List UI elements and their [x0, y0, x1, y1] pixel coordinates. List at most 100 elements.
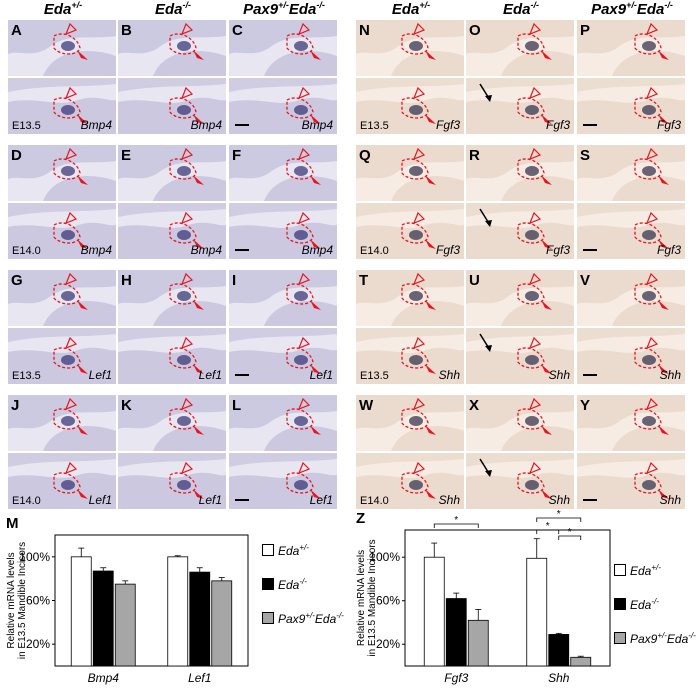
tissue-section-image: [8, 270, 116, 326]
scale-bar: [583, 124, 597, 126]
tissue-section-image: [466, 145, 574, 201]
tissue-section-image: [466, 270, 574, 326]
category-label: Fgf3: [444, 671, 468, 685]
significance-label: *: [557, 510, 561, 520]
gene-label: Shh: [659, 368, 681, 382]
panel-letter: L: [232, 397, 242, 414]
gene-label: Shh: [548, 368, 570, 382]
panel-letter: T: [359, 272, 369, 289]
category-label: Shh: [548, 671, 570, 685]
gene-label: Shh: [438, 493, 460, 507]
category-label: Lef1: [188, 671, 211, 685]
bar: [467, 619, 489, 667]
micrograph-panel: Shh: [577, 453, 685, 509]
gene-label: Shh: [438, 368, 460, 382]
micrograph-panel: V: [577, 270, 685, 326]
legend-item: Eda-/-: [262, 574, 344, 594]
gene-label: Lef1: [309, 493, 333, 507]
panel-letter: N: [359, 22, 370, 39]
legend-label: Pax9+/-Eda-/-: [278, 610, 344, 626]
tissue-section-image: [8, 328, 116, 384]
tissue-section-image: [356, 145, 464, 201]
micrograph-panel: Lef1: [229, 328, 337, 384]
tissue-section-image: [356, 453, 464, 509]
micrograph-panel: X: [466, 395, 574, 451]
micrograph-panel: H: [118, 270, 226, 326]
scale-bar: [235, 374, 249, 376]
stage-label: E14.0: [360, 245, 389, 257]
micrograph-panel: L: [229, 395, 337, 451]
tissue-section-image: [118, 328, 226, 384]
tissue-section-image: [229, 395, 337, 451]
bar: [189, 571, 211, 667]
gene-label: Bmp4: [80, 243, 112, 257]
tissue-section-image: [356, 270, 464, 326]
tissue-section-image: [466, 20, 574, 76]
micrograph-panel: Shh: [466, 453, 574, 509]
category-label: Bmp4: [88, 671, 120, 685]
legend-label: Eda-/-: [630, 596, 659, 612]
micrograph-panel: C: [229, 20, 337, 76]
y-tick-label: 100%: [19, 550, 50, 564]
panel-letter: B: [121, 22, 132, 39]
tissue-section-image: [466, 328, 574, 384]
bar-chart: Relative mRNA levelsin E13.5 Mandible In…: [0, 515, 258, 691]
micrograph-panel: B: [118, 20, 226, 76]
column-header: Eda+/-: [391, 0, 431, 18]
legend-swatch: [262, 578, 274, 590]
legend-swatch: [614, 564, 626, 576]
tissue-section-image: [118, 453, 226, 509]
panel-letter: X: [469, 397, 480, 414]
tissue-section-image: [8, 395, 116, 451]
scale-bar: [235, 249, 249, 251]
significance-bracket: [558, 535, 582, 540]
micrograph-panel: K: [118, 395, 226, 451]
gene-label: Fgf3: [656, 243, 681, 257]
micrograph-panel: Lef1: [118, 453, 226, 509]
panel-letter: D: [11, 147, 22, 164]
y-tick-label: 60%: [26, 594, 50, 608]
stage-label: E14.0: [360, 495, 389, 507]
micrograph-panel: N: [356, 20, 464, 76]
column-header: Eda-/-: [502, 0, 539, 18]
gene-label: Bmp4: [301, 243, 333, 257]
stage-label: E14.0: [12, 245, 41, 257]
micrograph-panel: Bmp4: [229, 78, 337, 134]
bar: [526, 557, 548, 667]
panel-letter: K: [121, 397, 132, 414]
y-tick-label: 100%: [369, 550, 400, 564]
panel-letter: W: [359, 397, 374, 414]
micrograph-panel: Shh: [466, 328, 574, 384]
micrograph-panel: Bmp4: [118, 203, 226, 259]
panel-letter: C: [232, 22, 243, 39]
micrograph-panel: E14.0 Fgf3: [356, 203, 464, 259]
gene-label: Lef1: [309, 368, 333, 382]
panel-letter: G: [11, 272, 23, 289]
significance-label: *: [546, 521, 550, 532]
bar: [114, 583, 136, 667]
legend-label: Pax9+/-Eda-/-: [630, 630, 696, 646]
stage-label: E13.5: [360, 120, 389, 132]
tissue-section-image: [466, 395, 574, 451]
micrograph-panel: Fgf3: [466, 203, 574, 259]
gene-label: Fgf3: [435, 118, 460, 132]
chart-legend: Eda+/- Eda-/- Pax9+/-Eda-/-: [262, 540, 344, 642]
tissue-section-image: [229, 78, 337, 134]
column-header: Eda+/-: [43, 0, 83, 18]
tissue-section-image: [356, 203, 464, 259]
panel-letter: S: [580, 147, 591, 164]
bar: [548, 634, 570, 667]
micrograph-panel: S: [577, 145, 685, 201]
legend-swatch: [262, 544, 274, 556]
micrograph-panel: E13.5 Fgf3: [356, 78, 464, 134]
tissue-section-image: [118, 270, 226, 326]
micrograph-panel: F: [229, 145, 337, 201]
scale-bar: [583, 499, 597, 501]
micrograph-panel: Bmp4: [229, 203, 337, 259]
panel-letter: Y: [580, 397, 591, 414]
tissue-section-image: [118, 395, 226, 451]
panel-letter: M: [6, 515, 19, 532]
chart-legend: Eda+/- Eda-/- Pax9+/-Eda-/-: [614, 560, 696, 662]
micrograph-panel: R: [466, 145, 574, 201]
legend-label: Eda-/-: [278, 576, 307, 592]
